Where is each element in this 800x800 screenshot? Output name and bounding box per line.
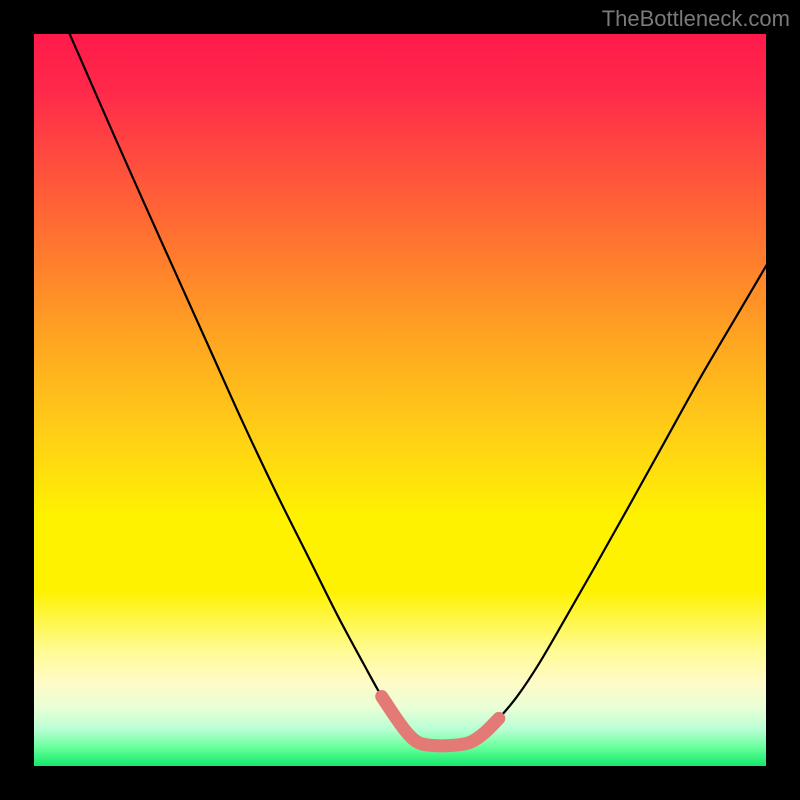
chart-gradient-background <box>34 34 766 766</box>
bottleneck-chart <box>0 0 800 800</box>
